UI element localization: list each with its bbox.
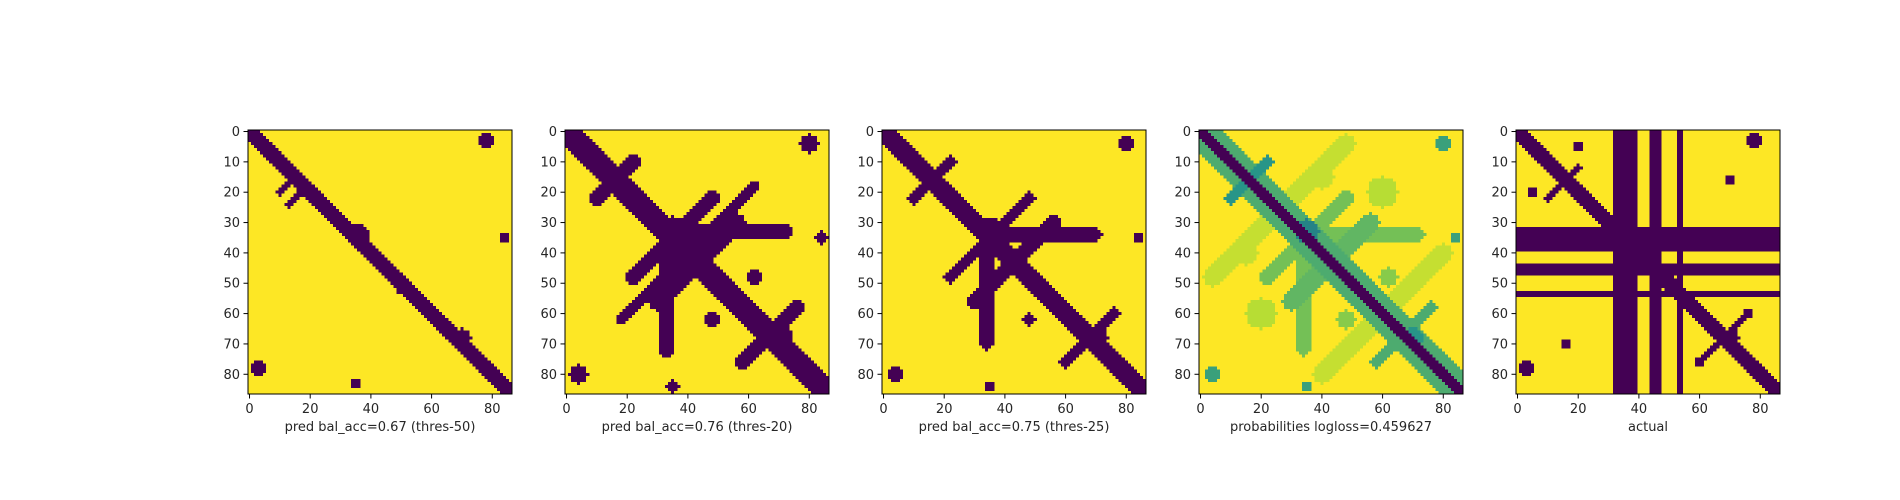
y-tick-label: 50 [223, 277, 240, 292]
x-axis-label: pred bal_acc=0.75 (thres-25) [919, 420, 1110, 435]
heatmap-panel-5: 0 20 40 60 80 0 10 20 30 40 50 60 70 80 actual [1491, 125, 1781, 435]
x-tick-label: 20 [302, 402, 319, 417]
y-tick-label: 80 [1491, 368, 1508, 383]
y-tick-label: 70 [1491, 337, 1508, 352]
heatmap-panel-3: 0 20 40 60 80 0 10 20 30 40 50 60 70 80 pred bal_acc=0… [857, 125, 1147, 435]
heatmap-image [565, 130, 829, 394]
panels: 0 20 40 60 80 0 10 20 30 40 50 60 70 80 pred bal_acc=0… [223, 125, 1781, 435]
axes-frame [1515, 129, 1781, 395]
x-tick-label: 80 [1752, 402, 1769, 417]
y-tick-label: 70 [857, 337, 874, 352]
y-tick-label: 30 [857, 216, 874, 231]
x-tick-label: 0 [1513, 402, 1521, 417]
y-tick-label: 80 [857, 368, 874, 383]
y-tick-label: 80 [540, 368, 557, 383]
x-tick-label: 40 [1314, 402, 1331, 417]
axes-frame [247, 129, 513, 395]
heatmap-image [248, 130, 512, 394]
x-tick-label: 20 [1253, 402, 1270, 417]
y-tick-label: 50 [1174, 277, 1191, 292]
y-tick-label: 80 [1174, 368, 1191, 383]
heatmap-panel-2: 0 20 40 60 80 0 10 20 30 40 50 60 70 80 pred bal_acc=0… [540, 125, 830, 435]
x-tick-label: 40 [363, 402, 380, 417]
x-tick-label: 80 [801, 402, 818, 417]
y-tick-label: 40 [1491, 246, 1508, 261]
x-axis-label: pred bal_acc=0.76 (thres-20) [602, 420, 793, 435]
y-tick-label: 10 [1174, 155, 1191, 170]
x-tick-label: 0 [879, 402, 887, 417]
y-tick-label: 30 [1174, 216, 1191, 231]
y-tick-label: 30 [540, 216, 557, 231]
x-tick-label: 40 [680, 402, 697, 417]
y-tick-label: 0 [1500, 125, 1508, 140]
x-tick-label: 0 [562, 402, 570, 417]
y-tick-label: 40 [857, 246, 874, 261]
y-tick-label: 40 [1174, 246, 1191, 261]
x-tick-label: 80 [484, 402, 501, 417]
x-tick-label: 80 [1118, 402, 1135, 417]
y-tick-label: 20 [1491, 186, 1508, 201]
axes-frame [881, 129, 1147, 395]
y-tick-label: 20 [1174, 186, 1191, 201]
y-tick-label: 0 [549, 125, 557, 140]
y-tick-label: 70 [223, 337, 240, 352]
y-tick-label: 50 [1491, 277, 1508, 292]
y-tick-label: 10 [857, 155, 874, 170]
x-tick-label: 0 [245, 402, 253, 417]
axes-frame [1198, 129, 1464, 395]
heatmap-panel-1: 0 20 40 60 80 0 10 20 30 40 50 60 70 80 pred bal_acc=0… [223, 125, 513, 435]
y-tick-label: 60 [1174, 307, 1191, 322]
y-tick-label: 60 [540, 307, 557, 322]
x-tick-label: 60 [423, 402, 440, 417]
y-tick-label: 70 [540, 337, 557, 352]
heatmap-image [882, 130, 1146, 394]
y-tick-label: 80 [223, 368, 240, 383]
y-tick-label: 0 [866, 125, 874, 140]
x-tick-label: 60 [1057, 402, 1074, 417]
axes-frame [564, 129, 830, 395]
y-tick-label: 50 [857, 277, 874, 292]
x-tick-label: 20 [619, 402, 636, 417]
y-tick-label: 30 [223, 216, 240, 231]
y-tick-label: 30 [1491, 216, 1508, 231]
y-tick-label: 0 [232, 125, 240, 140]
y-tick-label: 40 [540, 246, 557, 261]
x-axis-label: pred bal_acc=0.67 (thres-50) [285, 420, 476, 435]
x-tick-label: 80 [1435, 402, 1452, 417]
y-tick-label: 60 [1491, 307, 1508, 322]
y-tick-label: 10 [540, 155, 557, 170]
x-tick-label: 20 [936, 402, 953, 417]
y-tick-label: 40 [223, 246, 240, 261]
y-tick-label: 70 [1174, 337, 1191, 352]
y-tick-label: 20 [223, 186, 240, 201]
y-tick-label: 10 [1491, 155, 1508, 170]
y-tick-label: 60 [223, 307, 240, 322]
y-tick-label: 50 [540, 277, 557, 292]
heatmap-panel-4: 0 20 40 60 8001020304050607080probabilities … [1174, 125, 1464, 435]
y-tick-label: 60 [857, 307, 874, 322]
x-tick-label: 20 [1570, 402, 1587, 417]
x-tick-label: 60 [1691, 402, 1708, 417]
y-tick-label: 10 [223, 155, 240, 170]
x-tick-label: 40 [997, 402, 1014, 417]
y-tick-label: 20 [857, 186, 874, 201]
x-tick-label: 60 [740, 402, 757, 417]
x-axis-label: actual [1628, 420, 1668, 435]
x-tick-label: 40 [1631, 402, 1648, 417]
x-axis-label: probabilities logloss=0.459627 [1230, 420, 1432, 435]
x-tick-label: 60 [1374, 402, 1391, 417]
y-tick-label: 0 [1183, 125, 1191, 140]
x-tick-label: 0 [1196, 402, 1204, 417]
heatmap-image [1199, 130, 1463, 394]
y-tick-label: 20 [540, 186, 557, 201]
heatmap-image [1516, 130, 1780, 394]
